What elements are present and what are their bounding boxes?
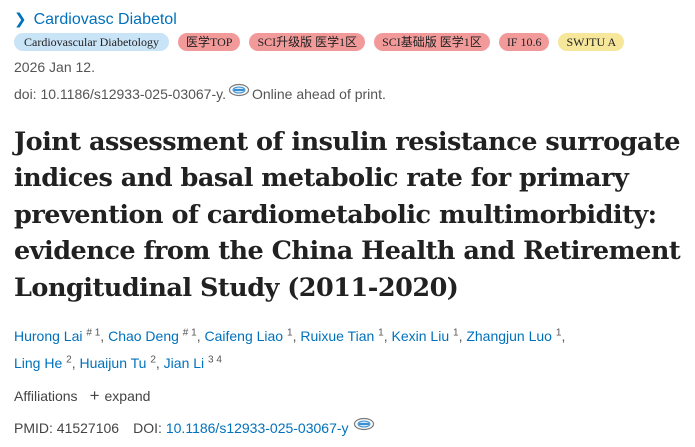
author-link[interactable]: Ruixue Tian	[300, 328, 375, 344]
author-link[interactable]: Chao Deng	[108, 328, 179, 344]
expand-affiliations-button[interactable]: + expand	[90, 387, 151, 405]
citation-doi-line: doi: 10.1186/s12933-025-03067-y. Online …	[14, 83, 386, 103]
doi-link[interactable]: 10.1186/s12933-025-03067-y	[165, 420, 349, 436]
author-affiliation-ref[interactable]: 2	[66, 354, 72, 366]
badge-sci-upgraded[interactable]: SCI升级版 医学1区	[249, 33, 366, 51]
author-affiliation-ref[interactable]: 2	[150, 354, 156, 366]
badge-medicine-top[interactable]: 医学TOP	[177, 33, 241, 51]
author-link[interactable]: Ling He	[14, 355, 63, 371]
expand-label: expand	[104, 388, 151, 404]
author-affiliation-ref[interactable]: 3 4	[208, 354, 222, 366]
author-link[interactable]: Jian Li	[163, 355, 205, 371]
identifiers-row: PMID: 41527106 DOI: 10.1186/s12933-025-0…	[14, 417, 377, 437]
journal-link[interactable]: Cardiovasc Diabetol	[33, 11, 177, 28]
author-link[interactable]: Caifeng Liao	[204, 328, 284, 344]
journal-row: ❯ Cardiovasc Diabetol	[14, 10, 177, 30]
doi-label: DOI:	[133, 420, 162, 436]
badge-swjtu[interactable]: SWJTU A	[558, 33, 625, 51]
affiliations-row: Affiliations + expand	[14, 387, 150, 405]
author-link[interactable]: Hurong Lai	[14, 328, 83, 344]
author-link[interactable]: Kexin Liu	[391, 328, 450, 344]
author-affiliation-ref[interactable]: 1	[287, 327, 293, 339]
pubmed-link-icon[interactable]	[228, 83, 250, 101]
author-link[interactable]: Zhangjun Luo	[466, 328, 552, 344]
badge-impact-factor[interactable]: IF 10.6	[498, 33, 550, 51]
publication-date: 2026 Jan 12.	[14, 59, 95, 75]
badge-journal-name[interactable]: Cardiovascular Diabetology	[14, 33, 169, 51]
author-affiliation-ref[interactable]: 1	[378, 327, 384, 339]
pmid-value: 41527106	[56, 420, 120, 436]
pubmed-link-icon[interactable]	[353, 417, 375, 435]
plus-icon: +	[89, 386, 100, 405]
citation-doi: doi: 10.1186/s12933-025-03067-y.	[14, 86, 226, 102]
author-affiliation-ref[interactable]: # 1	[182, 327, 197, 339]
journal-badges: Cardiovascular Diabetology 医学TOP SCI升级版 …	[14, 33, 633, 51]
author-affiliation-ref[interactable]: 1	[555, 327, 562, 339]
badge-sci-basic[interactable]: SCI基础版 医学1区	[374, 33, 490, 51]
author-affiliation-ref[interactable]: 1	[453, 327, 459, 339]
article-title: Joint assessment of insulin resistance s…	[14, 127, 681, 303]
author-link[interactable]: Huaijun Tu	[79, 355, 147, 371]
pmid-label: PMID:	[14, 420, 53, 436]
chevron-right-icon[interactable]: ❯	[14, 11, 27, 28]
affiliations-label: Affiliations	[14, 388, 78, 404]
publication-status: Online ahead of print.	[251, 86, 386, 102]
author-affiliation-ref[interactable]: # 1	[86, 327, 101, 339]
author-list: Hurong Lai # 1, Chao Deng # 1, Caifeng L…	[14, 327, 566, 371]
